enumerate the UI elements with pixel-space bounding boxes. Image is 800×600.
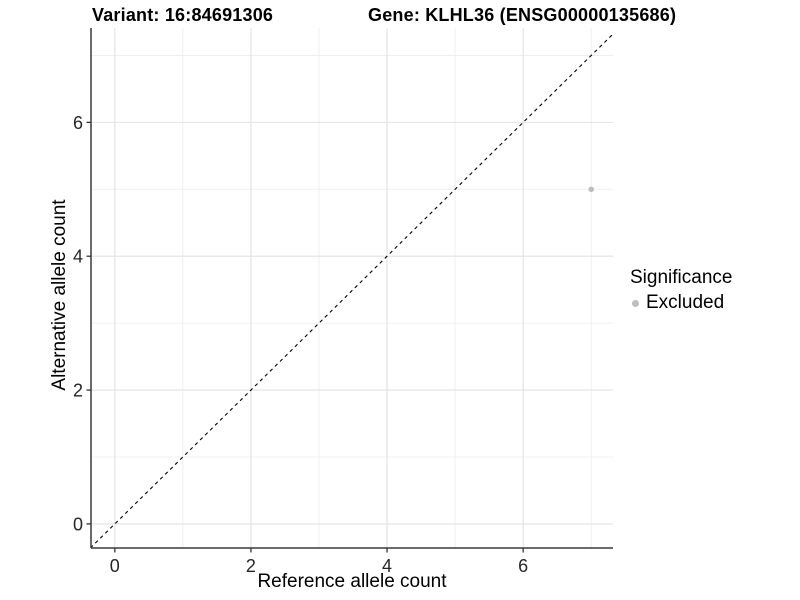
legend: Significance Excluded [630, 267, 732, 314]
legend-item-label: Excluded [646, 292, 725, 313]
x-tick-label: 2 [246, 556, 256, 576]
data-point [588, 186, 594, 192]
y-tick-label: 4 [73, 247, 83, 267]
y-tick-label: 0 [73, 514, 83, 534]
legend-item-excluded: Excluded [630, 292, 732, 314]
x-tick-label: 4 [382, 556, 392, 576]
variant-title: Variant: 16:84691306 [92, 5, 274, 25]
excluded-point-icon [632, 299, 639, 307]
x-tick-label: 6 [518, 556, 528, 576]
legend-title: Significance [630, 267, 733, 288]
gene-title: Gene: KLHL36 (ENSG00000135686) [368, 5, 677, 25]
y-tick-label: 2 [73, 381, 83, 401]
x-tick-label: 0 [110, 556, 120, 576]
x-axis-title: Reference allele count [257, 571, 447, 592]
y-axis-title: Alternative allele count [49, 199, 70, 391]
y-tick-label: 6 [73, 113, 83, 133]
identity-reference-line [91, 33, 613, 548]
